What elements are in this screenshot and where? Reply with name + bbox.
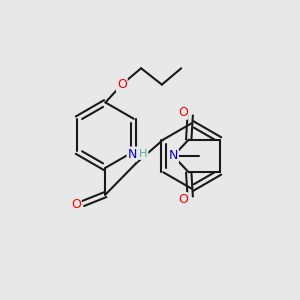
Text: O: O bbox=[178, 193, 188, 206]
Text: N: N bbox=[169, 149, 178, 162]
Text: N: N bbox=[128, 148, 137, 160]
Text: O: O bbox=[71, 199, 81, 212]
Text: O: O bbox=[178, 106, 188, 119]
Text: O: O bbox=[117, 78, 127, 91]
Text: H: H bbox=[139, 149, 148, 159]
